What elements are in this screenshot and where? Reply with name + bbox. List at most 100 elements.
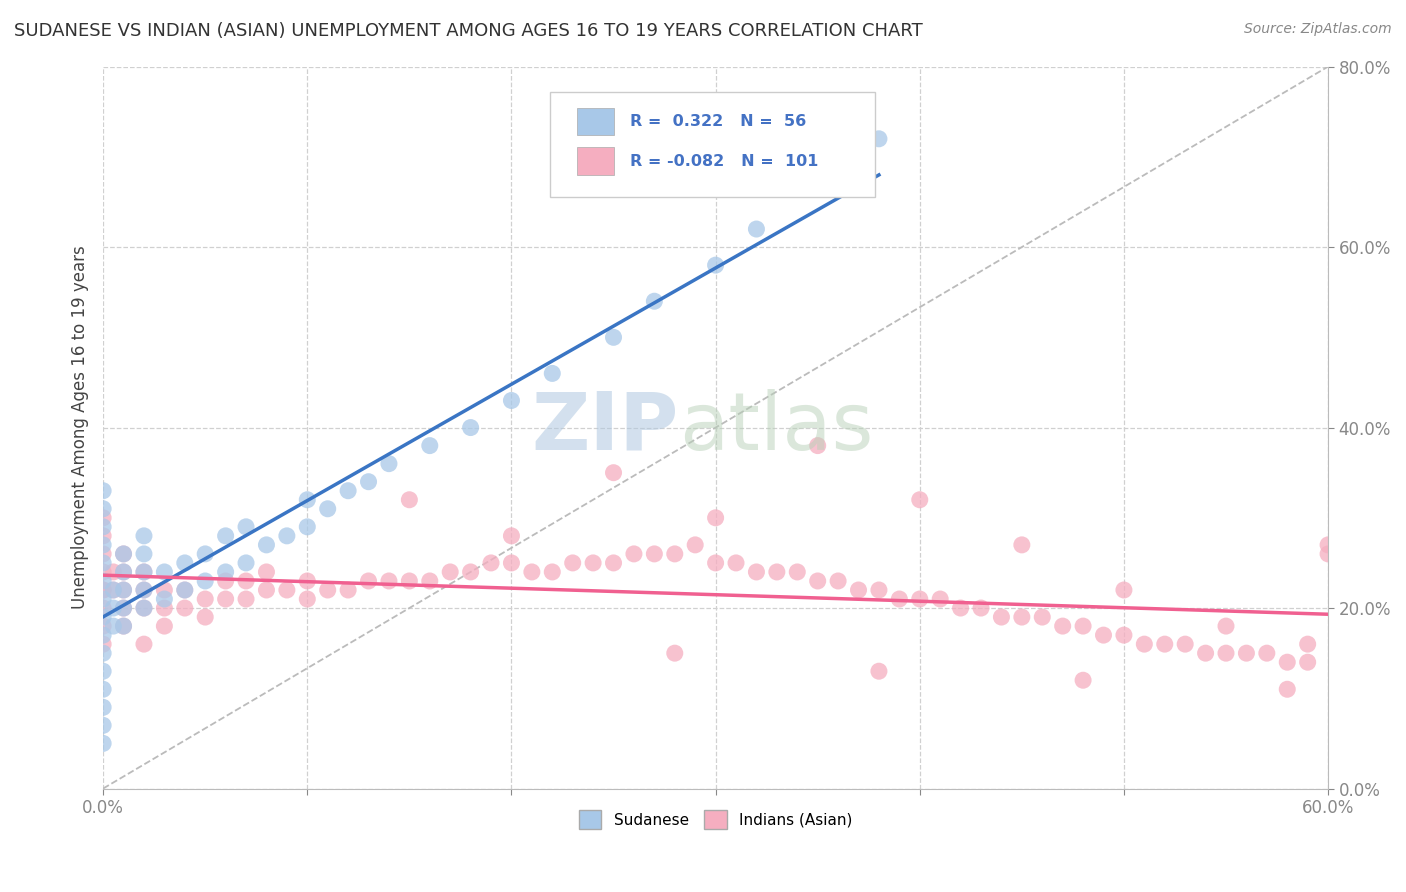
Point <box>561 556 583 570</box>
Point <box>91 664 114 678</box>
Point <box>91 483 114 498</box>
Legend: Sudanese, Indians (Asian): Sudanese, Indians (Asian) <box>572 805 859 835</box>
Point <box>1215 646 1237 660</box>
Point <box>103 619 125 633</box>
Point <box>297 492 319 507</box>
Point <box>337 483 360 498</box>
Point <box>316 501 339 516</box>
Point <box>1133 637 1156 651</box>
Point <box>1071 673 1094 688</box>
Point <box>541 367 564 381</box>
Point <box>91 582 114 597</box>
Point <box>91 520 114 534</box>
Point <box>889 592 911 607</box>
Point <box>1031 610 1053 624</box>
Point <box>112 582 135 597</box>
FancyBboxPatch shape <box>550 92 875 196</box>
Point <box>256 565 278 579</box>
Point <box>276 582 298 597</box>
Y-axis label: Unemployment Among Ages 16 to 19 years: Unemployment Among Ages 16 to 19 years <box>72 245 89 609</box>
Point <box>868 664 890 678</box>
Point <box>848 582 870 597</box>
Point <box>91 628 114 642</box>
Point <box>807 439 830 453</box>
Point <box>112 565 135 579</box>
Point <box>297 520 319 534</box>
Point <box>827 574 849 588</box>
Point <box>1317 538 1340 552</box>
Point <box>1092 628 1115 642</box>
Point <box>91 700 114 714</box>
Point <box>153 601 176 615</box>
Point <box>132 601 155 615</box>
Point <box>112 547 135 561</box>
Point <box>153 592 176 607</box>
Point <box>868 132 890 146</box>
Point <box>153 619 176 633</box>
Point <box>103 582 125 597</box>
Point <box>91 610 114 624</box>
Point <box>602 466 624 480</box>
Point <box>112 619 135 633</box>
Point <box>112 547 135 561</box>
Point <box>173 556 195 570</box>
Point <box>132 601 155 615</box>
Point <box>235 574 257 588</box>
Point <box>91 510 114 524</box>
Point <box>643 294 665 309</box>
Point <box>1296 637 1319 651</box>
Point <box>91 501 114 516</box>
Point <box>91 736 114 750</box>
Point <box>378 457 401 471</box>
Bar <box>578 147 614 175</box>
Point <box>602 330 624 344</box>
Point <box>501 529 523 543</box>
Point <box>132 582 155 597</box>
Point <box>1277 682 1299 697</box>
Point <box>1317 547 1340 561</box>
Point <box>1296 655 1319 669</box>
Point <box>132 565 155 579</box>
Point <box>214 529 236 543</box>
Point <box>132 565 155 579</box>
Point <box>766 565 789 579</box>
Point <box>235 592 257 607</box>
Point <box>357 475 380 489</box>
Point <box>91 646 114 660</box>
Point <box>91 601 114 615</box>
Point <box>297 574 319 588</box>
Point <box>194 592 217 607</box>
Point <box>807 574 830 588</box>
Point <box>1256 646 1278 660</box>
Point <box>103 565 125 579</box>
Point <box>602 556 624 570</box>
Point <box>929 592 952 607</box>
Point <box>1174 637 1197 651</box>
Point <box>132 637 155 651</box>
Point <box>91 547 114 561</box>
Point <box>460 420 482 434</box>
Point <box>91 574 114 588</box>
Point <box>112 619 135 633</box>
Point <box>460 565 482 579</box>
Point <box>479 556 502 570</box>
Point <box>91 565 114 579</box>
Point <box>91 637 114 651</box>
Point <box>786 565 808 579</box>
Point <box>132 547 155 561</box>
Point <box>235 556 257 570</box>
Point <box>501 393 523 408</box>
Point <box>1112 628 1135 642</box>
Point <box>194 574 217 588</box>
Point <box>807 177 830 191</box>
Text: R = -0.082   N =  101: R = -0.082 N = 101 <box>630 153 818 169</box>
Point <box>194 547 217 561</box>
Point <box>1112 582 1135 597</box>
Point <box>256 538 278 552</box>
Text: R =  0.322   N =  56: R = 0.322 N = 56 <box>630 114 806 129</box>
Point <box>541 565 564 579</box>
Point <box>439 565 461 579</box>
Point <box>256 582 278 597</box>
Point <box>908 592 931 607</box>
Point <box>745 565 768 579</box>
